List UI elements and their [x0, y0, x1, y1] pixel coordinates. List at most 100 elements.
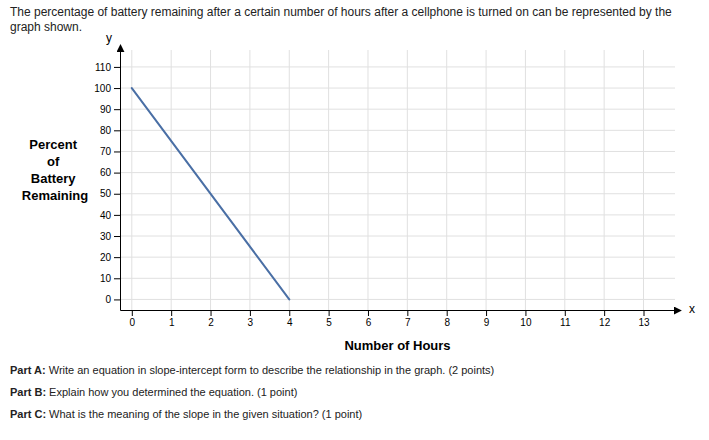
x-axis-tick-label: 7 [405, 317, 411, 328]
grid-line-y [120, 172, 675, 173]
y-axis-tick-mark [114, 299, 120, 300]
y-axis-tick-mark [114, 257, 120, 258]
x-axis-tick: 8 [444, 310, 450, 328]
y-axis-tick-label: 20 [100, 252, 112, 263]
grid-line-y [120, 236, 675, 237]
y-axis-tick-label: 10 [100, 273, 112, 284]
x-axis-tick-label: 12 [599, 317, 611, 328]
grid-line-x [604, 50, 605, 310]
title: The percentage of battery remaining afte… [10, 5, 675, 34]
data-line [132, 88, 289, 299]
y-axis-tick: 100 [94, 83, 120, 94]
plot: 0123456789101112130102030405060708090100… [94, 31, 695, 353]
grid-line-x [564, 50, 565, 310]
x-axis-tick-mark [486, 310, 487, 316]
lines [132, 88, 289, 299]
y-axis-end-label: y [106, 31, 112, 45]
x-axis-tick: 1 [169, 310, 175, 328]
x-axis-tick-label: 3 [248, 317, 254, 328]
annotation: Part C: What is the meaning of the slope… [10, 408, 362, 420]
x-axis-tick-mark [211, 310, 212, 316]
grid-line-x [407, 50, 408, 310]
grid-line-y [120, 278, 675, 279]
y-axis-tick-label: 100 [94, 83, 111, 94]
annotation-text: Explain how you determined the equation.… [46, 386, 297, 398]
y-axis-title-line: Battery [31, 171, 79, 186]
y-axis-tick-label: 0 [105, 294, 111, 305]
y-axis-tick: 20 [100, 252, 120, 263]
x-axis-tick-mark [604, 310, 605, 316]
grid-line-x [486, 50, 487, 310]
y-axis-tick-mark [114, 194, 120, 195]
x-axis-tick: 10 [520, 310, 532, 328]
y-axis-tick-label: 40 [100, 210, 112, 221]
grid-line-y [120, 193, 675, 194]
x-axis-tick: 11 [560, 310, 571, 328]
x-axis-tick-label: 0 [130, 317, 136, 328]
x-axis-tick-mark [329, 310, 330, 316]
grid-line-x [367, 50, 368, 310]
x-axis-tick-mark [447, 310, 448, 316]
y-axis-tick-mark [114, 236, 120, 237]
y-axis-tick-label: 30 [100, 231, 112, 242]
x-axis-end-label: x [689, 302, 695, 316]
grid-line-y [120, 151, 675, 152]
title-line: The percentage of battery remaining afte… [10, 5, 675, 19]
x-axis-title: Number of Hours [344, 338, 450, 353]
y-axis-tick: 110 [95, 62, 120, 73]
y-axis-tick-label: 70 [100, 146, 112, 157]
grid [120, 50, 675, 310]
y-axis-tick-mark [114, 278, 120, 279]
grid-line-x [249, 50, 250, 310]
y-axis-tick: 0 [105, 294, 120, 305]
x-axis-tick: 0 [130, 310, 136, 328]
x-axis-tick-label: 8 [444, 317, 450, 328]
annotation-label: Part C: [10, 408, 46, 420]
y-axis-title-line: Percent [29, 137, 80, 152]
x-axis-tick-label: 6 [366, 317, 372, 328]
y-axis-tick: 40 [100, 210, 120, 221]
y-axis-tick-mark [114, 130, 120, 131]
x-axis-tick-mark [644, 310, 645, 316]
annotation: Part A: Write an equation in slope-inter… [10, 364, 494, 376]
grid-line-y [120, 130, 675, 131]
y-axis-tick-mark [114, 88, 120, 89]
y-axis-title: Percent of Battery Remaining [22, 137, 89, 203]
x-axis-tick-label: 4 [287, 317, 293, 328]
grid-line-x [643, 50, 644, 310]
y-axis-tick: 80 [100, 125, 120, 136]
x-axis-tick: 3 [248, 310, 254, 328]
y-axis-tick: 10 [100, 273, 120, 284]
grid-line-x [525, 50, 526, 310]
x-axis-tick: 5 [326, 310, 332, 328]
x-axis-tick-label: 2 [208, 317, 214, 328]
y-axis-tick-label: 90 [100, 104, 112, 115]
y-axis-tick: 30 [100, 231, 120, 242]
grid-line-x [289, 50, 290, 310]
x-axis-tick-label: 1 [169, 317, 175, 328]
x-axis-tick: 2 [208, 310, 214, 328]
x-axis-tick-label: 13 [638, 317, 650, 328]
x-axis-tick-mark [289, 310, 290, 316]
y-axis-tick-label: 110 [95, 62, 111, 73]
grid-line-y [120, 88, 675, 89]
grid-line-x [210, 50, 211, 310]
annotation-text: What is the meaning of the slope in the … [46, 408, 362, 420]
y-axis-tick-mark [114, 67, 120, 68]
x-axis-tick: 12 [599, 310, 611, 328]
x-axis-tick: 9 [484, 310, 490, 328]
y-axis: 0 10 20 30 40 50 60 70 80 90 100 110 [94, 51, 120, 311]
y-axis-tick-mark [114, 173, 120, 174]
x-axis-tick-mark [407, 310, 408, 316]
x-axis-tick-label: 10 [520, 317, 532, 328]
x-axis-tick-label: 9 [484, 317, 490, 328]
y-axis-title-line: of [47, 154, 63, 169]
y-axis-tick: 50 [100, 188, 120, 199]
x-axis-tick: 4 [287, 310, 293, 328]
y-axis-tick-label: 60 [100, 167, 112, 178]
y-axis-tick: 90 [100, 104, 120, 115]
x-axis-tick: 6 [366, 310, 372, 328]
chart: The percentage of battery remaining afte… [0, 0, 709, 440]
title-line: graph shown. [10, 20, 82, 34]
x-axis-tick-mark [525, 310, 526, 316]
